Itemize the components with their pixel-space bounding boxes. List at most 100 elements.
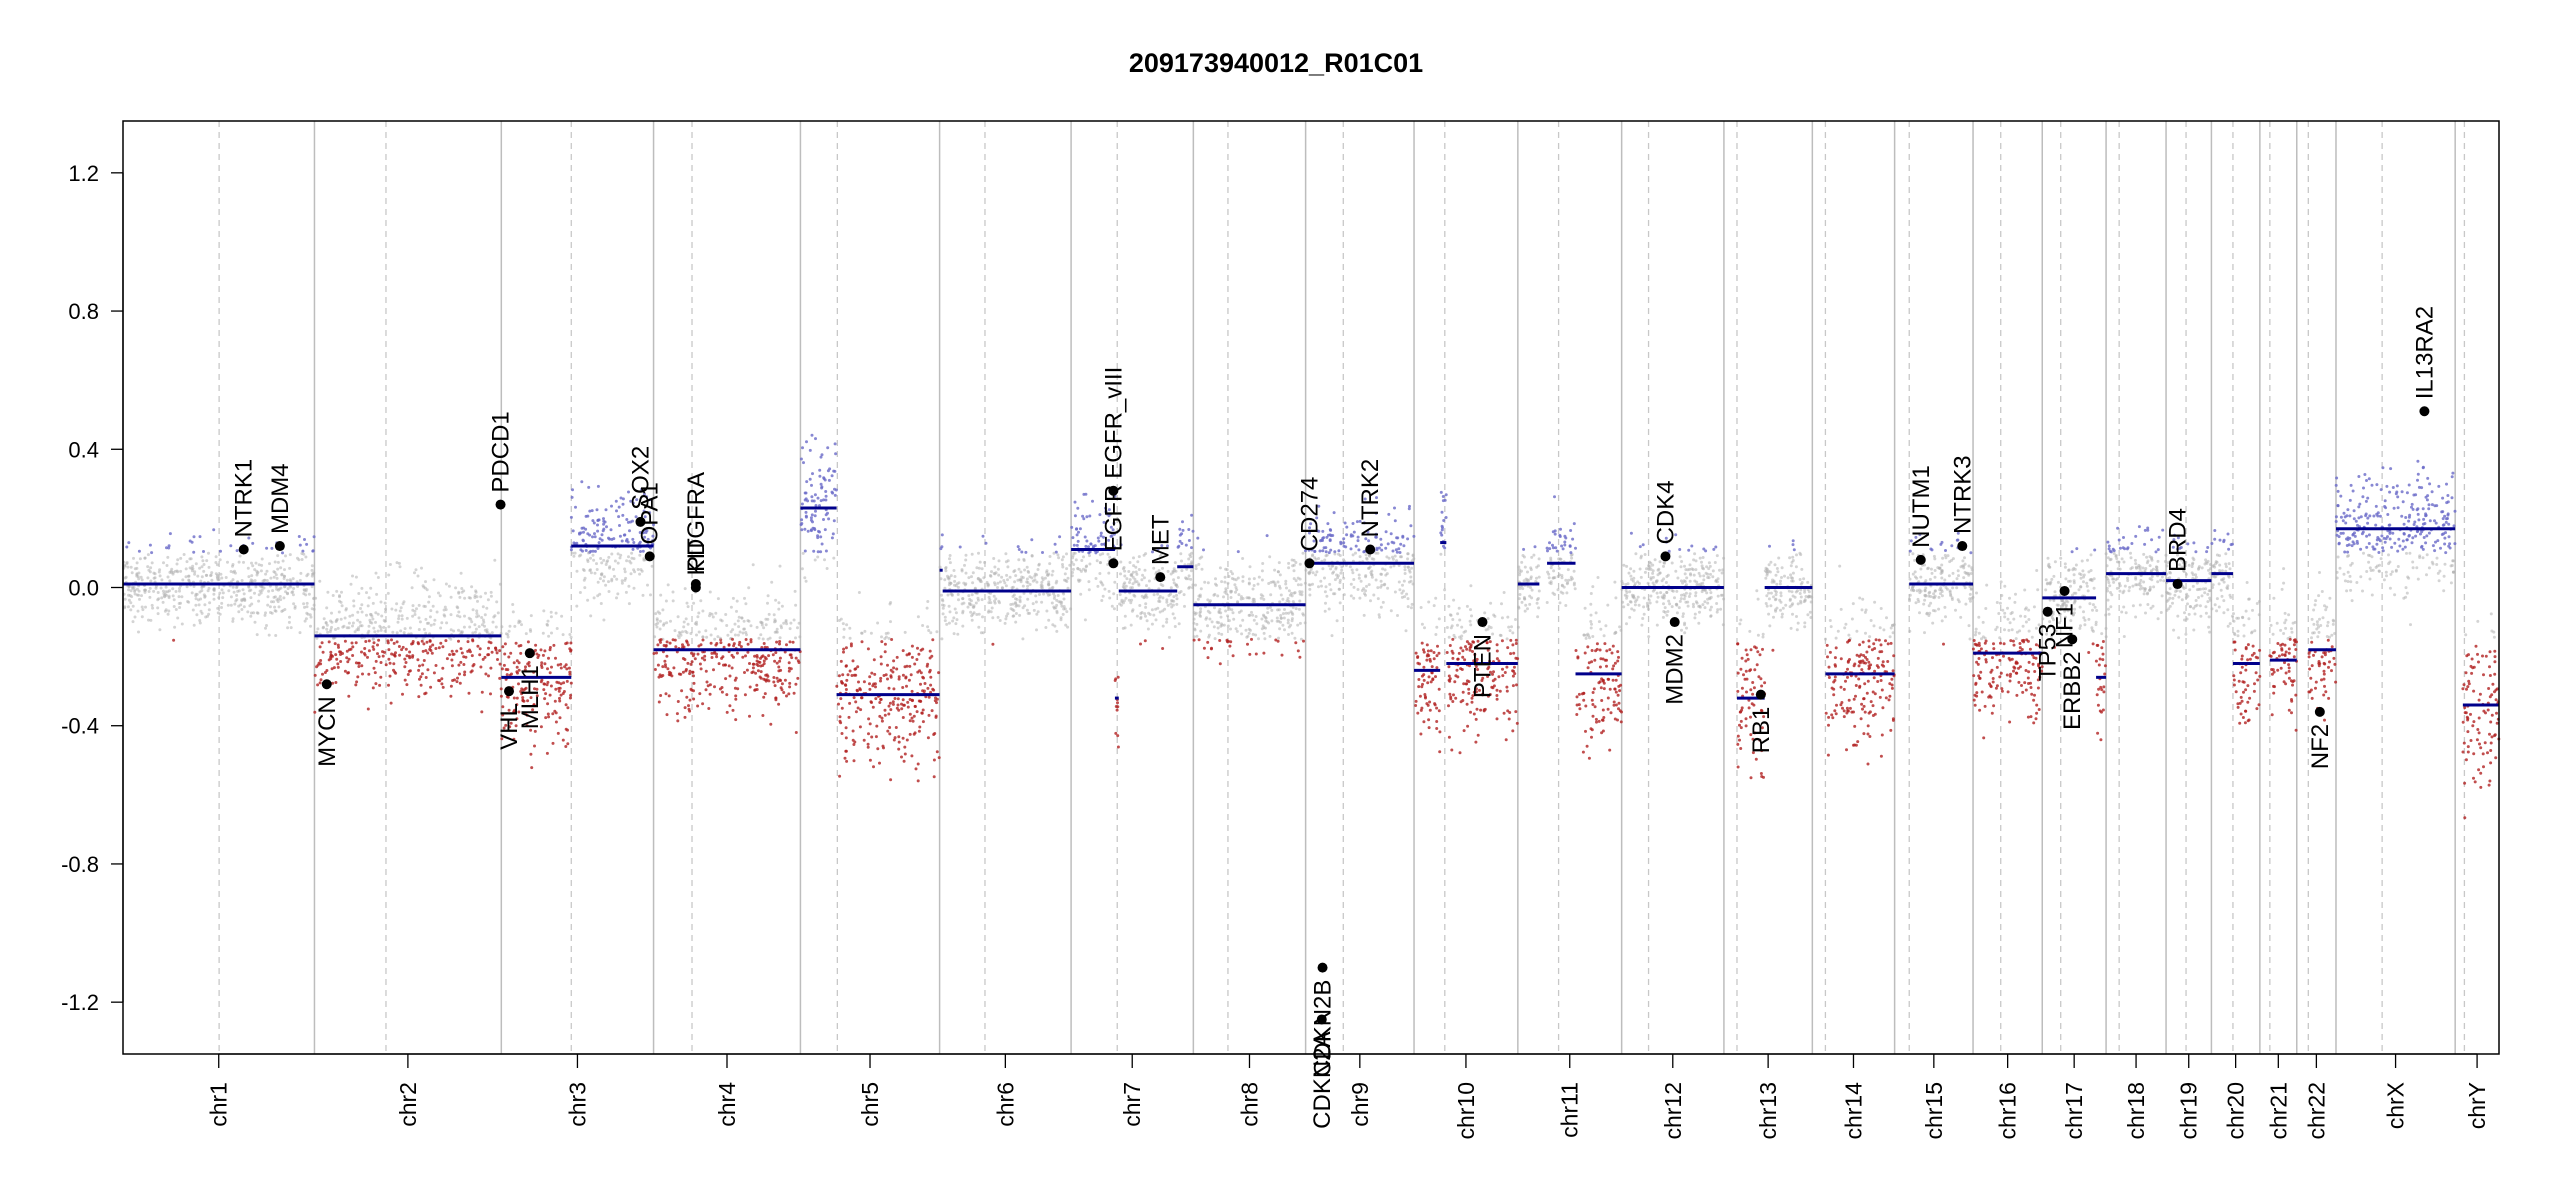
probe-point <box>1765 567 1769 571</box>
probe-point <box>149 618 153 622</box>
probe-point <box>418 677 421 681</box>
probe-point <box>449 628 453 632</box>
probe-point <box>150 551 154 555</box>
probe-point <box>270 611 274 615</box>
probe-point <box>1680 593 1683 597</box>
probe-point <box>1780 615 1784 619</box>
probe-point <box>1749 715 1752 719</box>
probe-point <box>264 572 268 576</box>
probe-point <box>253 579 257 583</box>
probe-point <box>291 593 295 597</box>
probe-point <box>247 575 251 579</box>
probe-point <box>1430 665 1434 669</box>
probe-point <box>824 494 828 498</box>
probe-point <box>500 667 504 671</box>
probe-point <box>1617 701 1621 705</box>
probe-point <box>1042 592 1046 596</box>
probe-point <box>1739 667 1743 671</box>
probe-point <box>1465 604 1469 608</box>
probe-point <box>354 683 358 687</box>
probe-point <box>279 586 283 590</box>
probe-point <box>382 619 386 622</box>
probe-point <box>1145 619 1149 623</box>
probe-point <box>689 632 693 635</box>
probe-point <box>770 580 774 584</box>
probe-point <box>194 597 198 601</box>
probe-point <box>218 591 222 595</box>
probe-point <box>1460 634 1464 638</box>
probe-point <box>1173 569 1177 573</box>
probe-point <box>1889 641 1893 645</box>
probe-point <box>1152 566 1156 570</box>
probe-point <box>1715 554 1719 558</box>
probe-point <box>1864 608 1868 612</box>
probe-point <box>229 603 233 607</box>
probe-point <box>1889 626 1893 630</box>
probe-point <box>403 665 407 669</box>
probe-point <box>334 628 337 631</box>
probe-point <box>566 706 570 710</box>
probe-point <box>982 576 986 580</box>
probe-point <box>684 617 688 621</box>
probe-point <box>1593 658 1597 662</box>
probe-point <box>487 674 490 678</box>
probe-point <box>952 632 956 636</box>
probe-point <box>1628 590 1632 594</box>
probe-point <box>1302 613 1305 617</box>
probe-point <box>595 568 599 571</box>
probe-point <box>979 631 983 635</box>
probe-point <box>286 626 290 630</box>
probe-point <box>1317 585 1320 589</box>
probe-point <box>1556 588 1560 592</box>
probe-point <box>998 619 1002 622</box>
probe-point <box>1278 586 1282 590</box>
probe-point <box>377 655 381 659</box>
probe-point <box>276 560 280 564</box>
probe-point <box>921 720 925 724</box>
probe-point <box>1619 628 1623 632</box>
probe-point <box>820 453 824 457</box>
probe-point <box>1022 557 1026 561</box>
probe-point <box>1791 602 1795 606</box>
probe-point <box>1529 568 1533 572</box>
probe-point <box>1406 537 1410 541</box>
probe-point <box>255 573 259 577</box>
probe-point <box>676 615 680 619</box>
probe-point <box>535 694 539 698</box>
probe-point <box>1281 597 1285 601</box>
probe-point <box>886 663 889 667</box>
probe-point <box>517 661 521 665</box>
probe-point <box>199 579 203 583</box>
probe-point <box>174 590 178 593</box>
probe-point <box>1876 680 1880 683</box>
probe-point <box>868 682 871 686</box>
probe-point <box>1772 595 1775 599</box>
probe-point <box>392 662 396 666</box>
probe-point <box>1018 613 1022 617</box>
probe-point <box>774 651 778 655</box>
probe-point <box>541 631 545 635</box>
probe-point <box>1440 528 1444 532</box>
probe-point <box>1246 634 1250 638</box>
probe-point <box>1144 605 1148 609</box>
probe-point <box>445 621 449 625</box>
probe-point <box>1076 566 1080 570</box>
probe-point <box>1873 600 1877 604</box>
probe-point <box>321 626 325 630</box>
probe-point <box>1597 681 1601 685</box>
probe-point <box>1594 649 1598 653</box>
probe-point <box>1451 656 1455 660</box>
probe-point <box>322 617 326 621</box>
probe-point <box>1281 612 1285 616</box>
probe-point <box>935 630 939 634</box>
probe-point <box>1802 577 1806 581</box>
probe-point <box>838 774 842 778</box>
probe-point <box>1773 589 1777 593</box>
probe-point <box>1836 629 1840 633</box>
probe-point <box>285 578 289 582</box>
probe-point <box>1083 618 1087 622</box>
probe-point <box>542 682 546 686</box>
probe-point <box>690 651 693 655</box>
probe-point <box>891 700 895 704</box>
probe-point <box>1352 596 1356 600</box>
